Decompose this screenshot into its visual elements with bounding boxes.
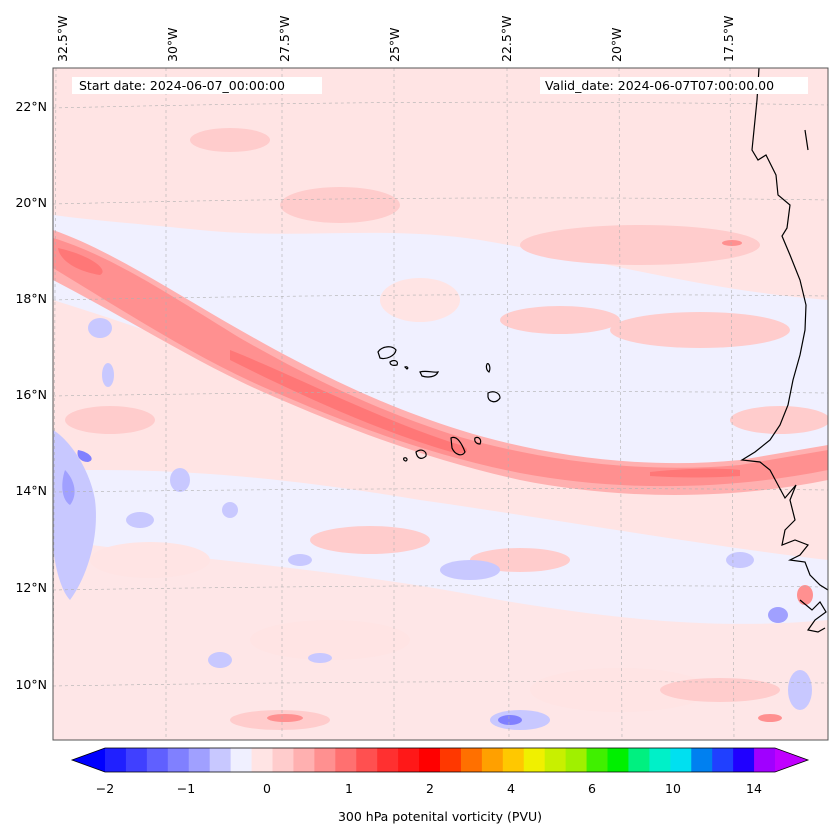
colorbar-bin [649,748,671,772]
lat-label: 20°N [15,195,47,210]
colorbar-bin [188,748,211,772]
lon-label: 22.5°W [499,16,514,62]
lat-label: 14°N [15,483,47,498]
lon-label: 27.5°W [277,16,292,62]
colorbar-bin [586,748,608,772]
island-santiago [450,436,466,456]
colorbar-bin [356,748,378,772]
lon-label: 20°W [609,27,624,62]
lon-label: 17.5°W [721,16,736,62]
colorbar-outline [70,747,810,773]
colorbar-tick-label: 4 [507,781,515,796]
colorbar-bin [502,748,525,772]
lat-label: 12°N [15,580,47,595]
latitude-labels: 22°N 20°N 18°N 16°N 14°N 12°N 10°N [15,99,47,692]
island-sao-nicolau [419,370,439,378]
colorbar-tick-label: 6 [588,781,596,796]
cabo-verde-islands [377,346,501,462]
lat-label: 16°N [15,387,47,402]
colorbar-bin [460,748,483,772]
africa-coastline [740,68,828,591]
colorbar-over-arrow [775,748,808,772]
colorbar-bin [125,748,148,772]
colorbar-under-arrow [72,748,105,772]
valid-date-label: Valid_date: 2024-06-07T07:00:00.00 [545,78,774,93]
colorbar-bin [272,748,294,772]
colorbar-bin [419,748,441,772]
colorbar-bin [733,748,755,772]
colorbar: −2 −1 0 1 2 4 6 10 14 300 hPa potenital … [70,747,810,824]
colorbar-tick-label: 0 [263,781,271,796]
longitude-labels: 32.5°W 30°W 27.5°W 25°W 22.5°W 20°W 17.5… [55,16,736,62]
map-frame [52,67,829,741]
colorbar-title: 300 hPa potenital vorticity (PVU) [338,809,542,824]
colorbar-bins [105,748,776,772]
island-brava [403,457,408,462]
valid-date-box [540,77,808,94]
colorbar-tick-label: 10 [665,781,681,796]
colorbar-bin [167,748,190,772]
colorbar-bin [314,748,336,772]
island-maio [474,436,482,445]
colorbar-bin [607,748,629,772]
colorbar-tick-label: 1 [345,781,353,796]
lon-label: 25°W [387,27,402,62]
colorbar-bin [293,748,315,772]
colorbar-tick-label: 14 [746,781,762,796]
colorbar-bin [691,748,713,772]
pv-contours-negative [53,318,812,730]
island-boa-vista [487,391,501,403]
colorbar-tick-label: 2 [426,781,434,796]
pv-band-inner [53,238,828,487]
colorbar-tick-label: −2 [96,781,114,796]
colorbar-tick-label: −1 [177,781,195,796]
colorbar-bin [754,748,776,772]
island-sao-vicente [389,359,399,366]
colorbar-bin [398,748,420,772]
lat-label: 18°N [15,291,47,306]
colorbar-bin [335,748,357,772]
colorbar-bin [712,748,734,772]
pv-contours-high [267,240,813,722]
colorbar-bin [146,748,169,772]
colorbar-bin [544,748,567,772]
lon-label: 32.5°W [55,16,70,62]
colorbar-bin [628,748,650,772]
colorbar-ticks: −2 −1 0 1 2 4 6 10 14 [96,781,762,796]
colorbar-bin [565,748,588,772]
lat-label: 10°N [15,677,47,692]
coastline-detail-1 [799,129,827,633]
colorbar-bin [230,748,253,772]
colorbar-bin [523,748,546,772]
colorbar-bin [440,748,462,772]
colorbar-bin [251,748,273,772]
colorbar-bin [670,748,692,772]
colorbar-bin [105,748,127,772]
island-fogo [415,449,427,459]
colorbar-bin [481,748,504,772]
start-date-label: Start date: 2024-06-07_00:00:00 [79,78,285,93]
colorbar-bin [377,748,399,772]
lat-label: 22°N [15,99,47,114]
lon-label: 30°W [165,27,180,62]
start-date-box [72,77,322,94]
graticule [53,68,828,740]
map-panel [53,68,828,740]
colorbar-bin [209,748,232,772]
island-santo-antao [377,346,397,360]
island-santa-luzia [403,366,409,370]
island-sal [485,363,491,373]
pv-band-core [58,248,740,478]
